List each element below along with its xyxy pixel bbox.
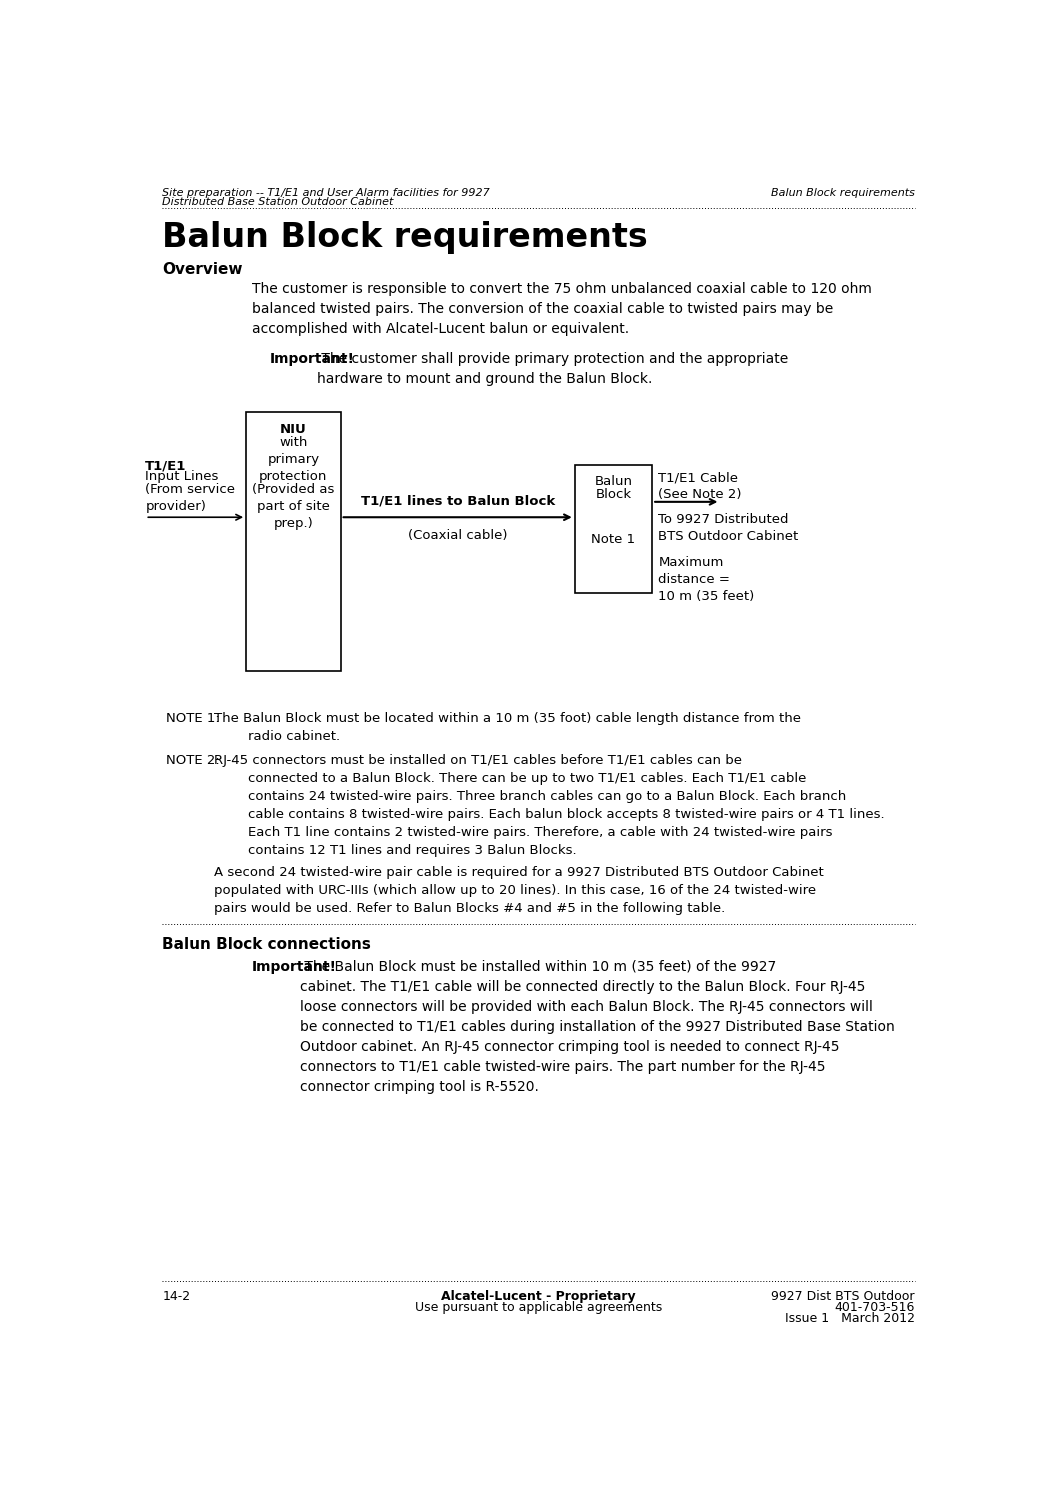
Text: T1/E1: T1/E1 bbox=[145, 459, 187, 473]
Text: Input Lines: Input Lines bbox=[145, 470, 219, 483]
Text: To 9927 Distributed
BTS Outdoor Cabinet: To 9927 Distributed BTS Outdoor Cabinet bbox=[658, 513, 799, 543]
Text: NOTE 1:: NOTE 1: bbox=[166, 712, 220, 726]
Text: Issue 1   March 2012: Issue 1 March 2012 bbox=[785, 1312, 915, 1325]
Text: Note 1: Note 1 bbox=[592, 532, 636, 546]
Text: NIU: NIU bbox=[280, 424, 307, 436]
Text: Balun Block requirements: Balun Block requirements bbox=[771, 187, 915, 198]
Text: with
primary
protection: with primary protection bbox=[260, 436, 328, 483]
Text: The Balun Block must be located within a 10 m (35 foot) cable length distance fr: The Balun Block must be located within a… bbox=[214, 712, 801, 744]
Text: (Provided as
part of site
prep.): (Provided as part of site prep.) bbox=[252, 483, 334, 529]
Text: Site preparation -- T1/E1 and User Alarm facilities for 9927: Site preparation -- T1/E1 and User Alarm… bbox=[162, 187, 490, 198]
Text: T1/E1 Cable
(See Note 2): T1/E1 Cable (See Note 2) bbox=[658, 471, 742, 501]
Text: (From service
provider): (From service provider) bbox=[145, 483, 235, 513]
Text: Distributed Base Station Outdoor Cabinet: Distributed Base Station Outdoor Cabinet bbox=[162, 196, 394, 207]
Text: Block: Block bbox=[595, 488, 632, 501]
Bar bbox=[246, 412, 341, 671]
Text: Overview: Overview bbox=[162, 262, 243, 277]
Text: The Balun Block must be installed within 10 m (35 feet) of the 9927
cabinet. The: The Balun Block must be installed within… bbox=[300, 961, 894, 1094]
Text: The customer is responsible to convert the 75 ohm unbalanced coaxial cable to 12: The customer is responsible to convert t… bbox=[251, 283, 871, 336]
Text: Balun Block connections: Balun Block connections bbox=[162, 937, 371, 952]
Text: 9927 Dist BTS Outdoor: 9927 Dist BTS Outdoor bbox=[771, 1291, 915, 1303]
Text: Alcatel-Lucent - Proprietary: Alcatel-Lucent - Proprietary bbox=[441, 1291, 636, 1303]
Text: Important!: Important! bbox=[269, 352, 354, 366]
Text: RJ-45 connectors must be installed on T1/E1 cables before T1/E1 cables can be
  : RJ-45 connectors must be installed on T1… bbox=[214, 754, 885, 858]
Text: Important!: Important! bbox=[251, 961, 336, 974]
Text: Balun: Balun bbox=[595, 474, 633, 488]
Text: Use pursuant to applicable agreements: Use pursuant to applicable agreements bbox=[415, 1301, 662, 1315]
Text: The customer shall provide primary protection and the appropriate
hardware to mo: The customer shall provide primary prote… bbox=[317, 352, 788, 385]
Text: NOTE 2:: NOTE 2: bbox=[166, 754, 220, 767]
Text: 14-2: 14-2 bbox=[162, 1291, 190, 1303]
Text: T1/E1 lines to Balun Block: T1/E1 lines to Balun Block bbox=[360, 494, 555, 507]
Text: (Coaxial cable): (Coaxial cable) bbox=[408, 529, 508, 541]
Text: Maximum
distance =
10 m (35 feet): Maximum distance = 10 m (35 feet) bbox=[658, 556, 755, 602]
Text: A second 24 twisted-wire pair cable is required for a 9927 Distributed BTS Outdo: A second 24 twisted-wire pair cable is r… bbox=[214, 865, 824, 915]
Text: 401-703-516: 401-703-516 bbox=[834, 1301, 915, 1315]
Text: Balun Block requirements: Balun Block requirements bbox=[162, 220, 648, 254]
Bar bbox=[575, 465, 653, 593]
